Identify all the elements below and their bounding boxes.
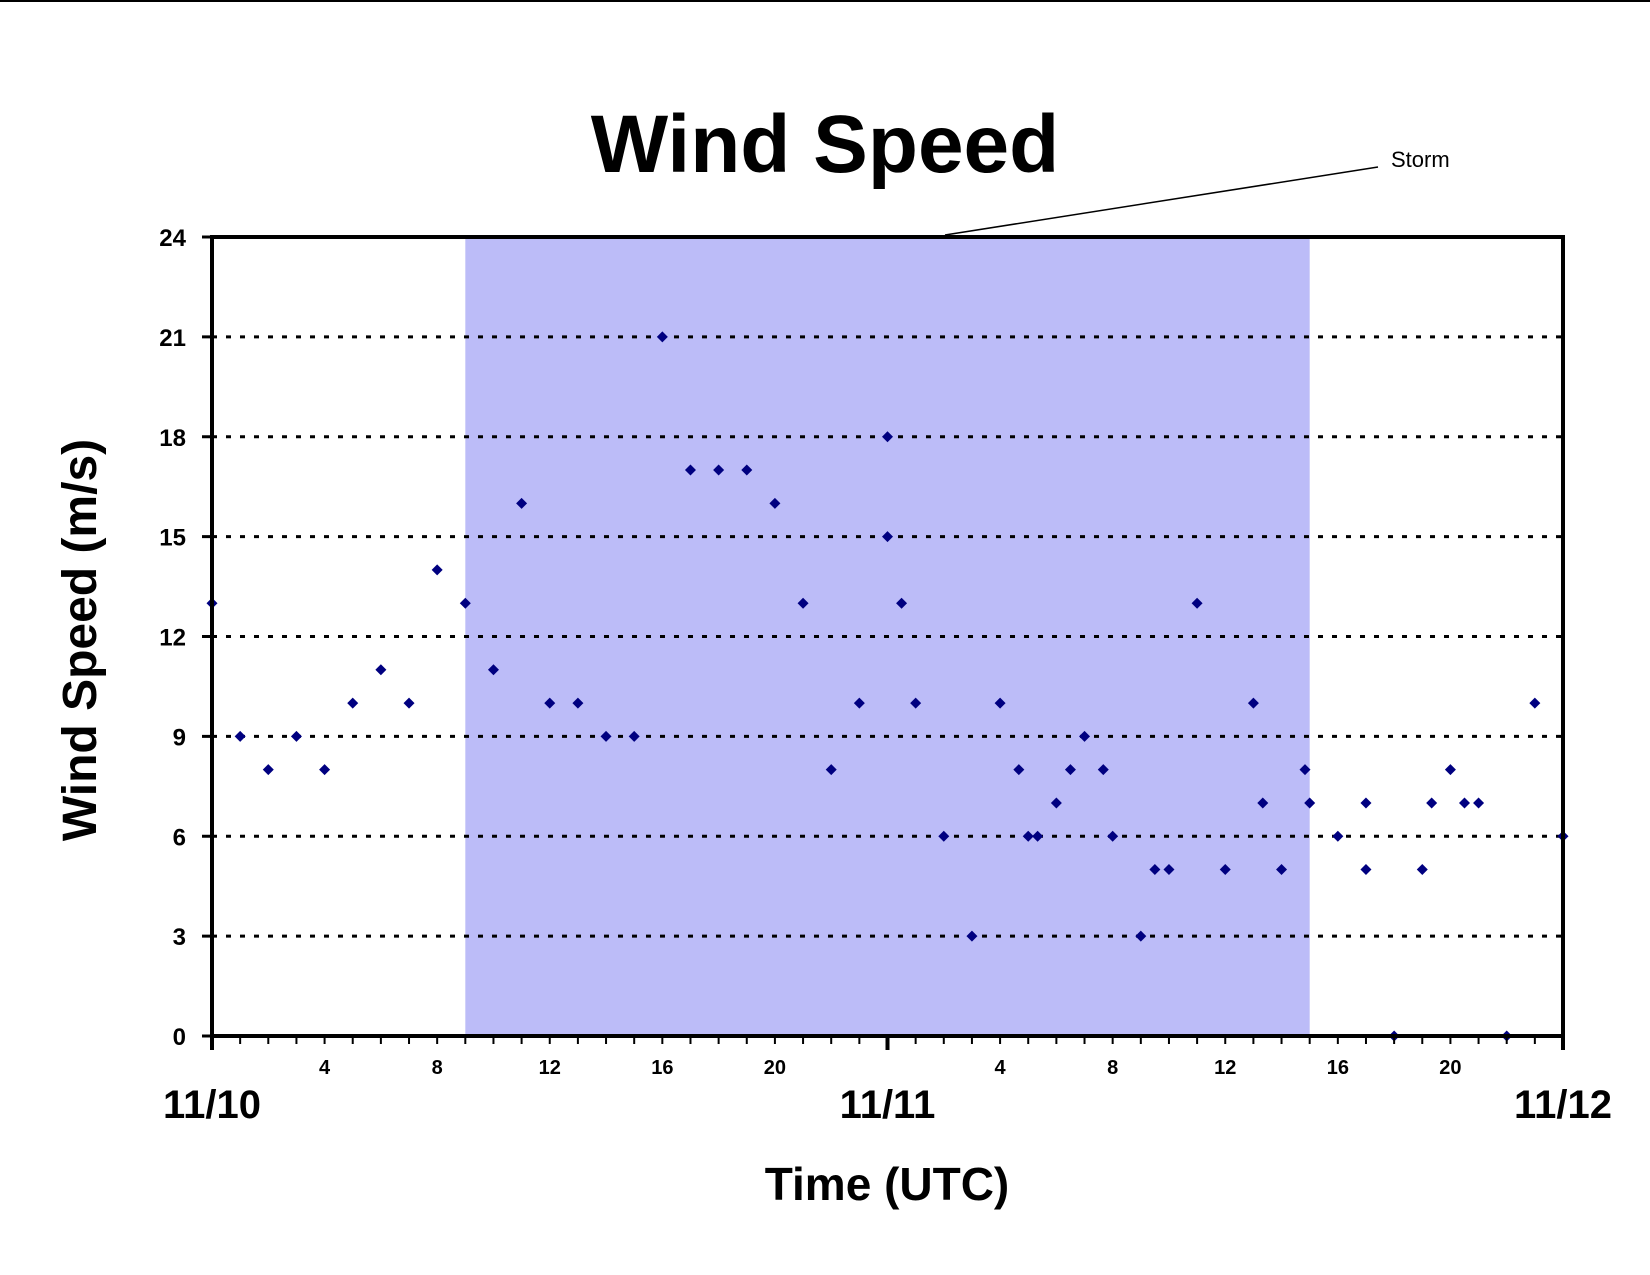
data-point-39 — [1135, 930, 1147, 942]
data-point-28 — [938, 830, 950, 842]
data-point-11 — [516, 497, 528, 509]
data-point-30 — [994, 697, 1006, 709]
axes-layer: 4 8 12 16 20 4 8 12 16 20 11/10 11/11 11/12 — [163, 235, 1612, 1127]
data-point-2 — [262, 764, 274, 776]
data-point-41 — [1163, 864, 1175, 876]
data-point-7 — [403, 697, 415, 709]
data-point-40 — [1149, 864, 1161, 876]
data-point-20 — [769, 497, 781, 509]
data-point-13 — [572, 697, 584, 709]
data-point-55 — [1444, 764, 1456, 776]
x-tick-label-1: 8 — [432, 1057, 443, 1079]
chart-title: Wind Speed — [591, 99, 1060, 190]
x-tick-label-2: 12 — [539, 1057, 561, 1079]
x-tick-label-3: 16 — [651, 1057, 673, 1079]
day-label-0: 11/10 — [163, 1083, 261, 1127]
y-tick-label-0: 0 — [173, 1024, 186, 1051]
data-point-46 — [1276, 864, 1288, 876]
data-point-6 — [375, 664, 387, 676]
data-point-25 — [882, 531, 893, 543]
x-tick-label-6: 8 — [1107, 1057, 1118, 1079]
data-point-32 — [1022, 830, 1034, 842]
data-point-36 — [1079, 730, 1091, 742]
data-point-48 — [1304, 797, 1316, 809]
data-point-8 — [431, 564, 443, 576]
data-point-50 — [1360, 797, 1372, 809]
data-point-3 — [290, 730, 302, 742]
data-point-26 — [896, 597, 908, 609]
data-points-layer — [206, 331, 1569, 1042]
data-point-22 — [825, 764, 837, 776]
data-point-51 — [1360, 864, 1372, 876]
data-point-1 — [234, 730, 246, 742]
x-tick-label-5: 4 — [995, 1057, 1007, 1079]
x-tick-label-0: 4 — [319, 1057, 331, 1079]
data-point-14 — [600, 730, 612, 742]
y-tick-label-9: 9 — [173, 724, 186, 751]
data-point-35 — [1064, 764, 1076, 776]
data-point-56 — [1458, 797, 1470, 809]
data-point-4 — [319, 764, 331, 776]
data-point-53 — [1416, 864, 1428, 876]
data-point-9 — [459, 597, 471, 609]
x-tick-label-7: 12 — [1214, 1057, 1236, 1079]
data-point-23 — [853, 697, 865, 709]
data-point-19 — [741, 464, 753, 476]
y-tick-label-6: 6 — [173, 824, 186, 851]
data-point-10 — [487, 664, 499, 676]
day-label-2: 11/12 — [1514, 1083, 1612, 1127]
data-point-34 — [1050, 797, 1062, 809]
y-tick-label-21: 21 — [159, 325, 186, 352]
y-tick-label-18: 18 — [159, 425, 186, 452]
x-tick-label-4: 20 — [764, 1057, 786, 1079]
data-point-31 — [1013, 764, 1025, 776]
data-point-43 — [1219, 864, 1231, 876]
data-point-38 — [1107, 830, 1119, 842]
data-point-12 — [544, 697, 556, 709]
data-point-21 — [797, 597, 809, 609]
data-point-37 — [1097, 764, 1109, 776]
data-point-33 — [1032, 830, 1044, 842]
data-point-59 — [1529, 697, 1541, 709]
storm-annotation-leader — [944, 166, 1379, 236]
y-tick-label-12: 12 — [159, 625, 186, 652]
data-point-47 — [1299, 764, 1311, 776]
data-point-17 — [684, 464, 696, 476]
y-axis-label: Wind Speed (m/s) — [54, 439, 107, 841]
data-point-29 — [966, 930, 978, 942]
data-point-49 — [1332, 830, 1344, 842]
storm-region-layer: Storm — [465, 147, 1450, 1036]
data-point-27 — [910, 697, 922, 709]
data-point-5 — [347, 697, 359, 709]
storm-annotation-label: Storm — [1391, 147, 1450, 172]
y-tick-label-3: 3 — [173, 924, 186, 951]
data-point-24 — [882, 431, 893, 443]
data-point-44 — [1247, 697, 1259, 709]
data-point-18 — [713, 464, 725, 476]
x-axis-label: Time (UTC) — [765, 1158, 1010, 1210]
data-point-42 — [1191, 597, 1203, 609]
data-point-45 — [1257, 797, 1269, 809]
x-tick-label-9: 20 — [1439, 1057, 1461, 1079]
y-tick-label-15: 15 — [159, 525, 186, 552]
data-point-16 — [656, 331, 668, 343]
data-point-54 — [1426, 797, 1438, 809]
day-label-1: 11/11 — [840, 1083, 936, 1127]
data-point-15 — [628, 730, 640, 742]
data-point-57 — [1473, 797, 1485, 809]
x-tick-label-8: 16 — [1327, 1057, 1349, 1079]
y-tick-label-24: 24 — [159, 225, 186, 252]
